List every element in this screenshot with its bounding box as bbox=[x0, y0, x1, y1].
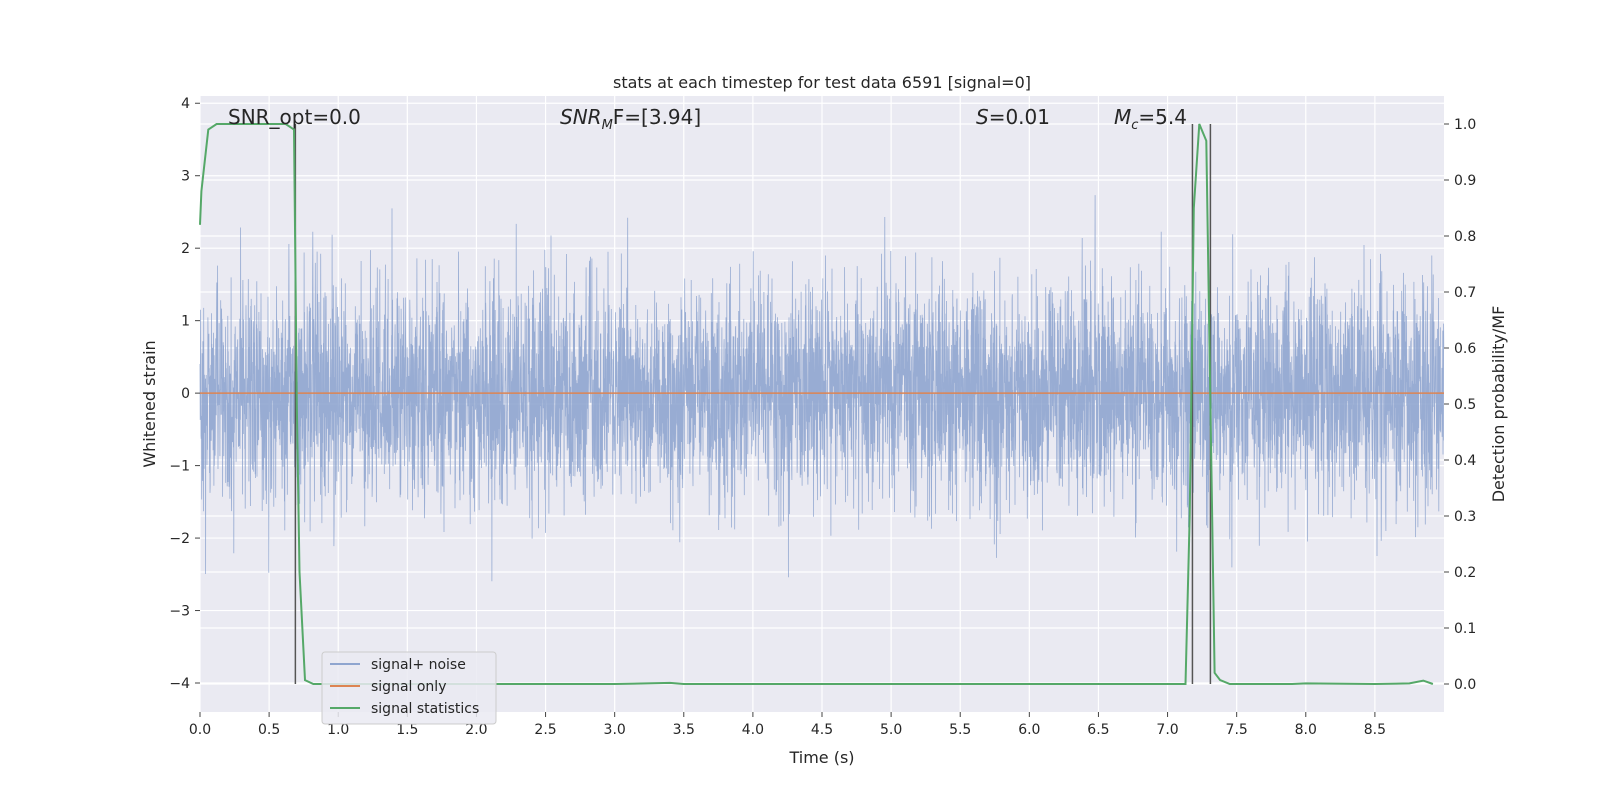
legend: signal+ noise signal only signal statist… bbox=[321, 651, 497, 725]
x-tick-label: 7.5 bbox=[1226, 722, 1248, 738]
x-tick-label: 1.5 bbox=[396, 722, 418, 738]
y-tick-label: −2 bbox=[169, 531, 190, 547]
annotation-mc: Mc=5.4 bbox=[1114, 105, 1187, 133]
annotation-s: S=0.01 bbox=[976, 105, 1050, 129]
x-tick-label: 1.0 bbox=[327, 722, 349, 738]
y-tick-label: 0 bbox=[181, 386, 190, 402]
noise-line bbox=[199, 195, 1445, 582]
annotation-snr-mf: SNRMF=[3.94] bbox=[560, 105, 701, 133]
x-tick-label: 4.0 bbox=[742, 722, 764, 738]
y-tick-label: −3 bbox=[169, 604, 190, 620]
annotation-s-value: =0.01 bbox=[989, 105, 1050, 129]
x-tick-label: 6.5 bbox=[1087, 722, 1109, 738]
annotation-snr-mf-subscript: M bbox=[602, 118, 613, 133]
stat-series bbox=[199, 123, 1434, 686]
y-right-tick-label: 0.8 bbox=[1454, 229, 1476, 245]
y-right-tick-label: 1.0 bbox=[1454, 117, 1476, 133]
annotation-snr-mf-symbol: SNR bbox=[560, 105, 602, 129]
y-right-tick-label: 0.3 bbox=[1454, 509, 1476, 525]
y-right-tick-label: 0.6 bbox=[1454, 341, 1476, 357]
y-axis-label: Whitened strain bbox=[140, 340, 159, 467]
annotation-mc-symbol: M bbox=[1114, 105, 1131, 129]
y-right-tick-label: 0.0 bbox=[1454, 677, 1476, 693]
y-right-tick-labels: 0.0 0.1 0.2 0.3 0.4 0.5 0.6 0.7 0.8 0.9 1.0 bbox=[1444, 117, 1476, 693]
x-tick-label: 3.0 bbox=[604, 722, 626, 738]
x-axis-label: Time (s) bbox=[788, 748, 854, 767]
legend-box bbox=[321, 651, 497, 725]
legend-label-signal: signal only bbox=[371, 679, 446, 695]
y-tick-labels: −4 −3 −2 −1 0 1 2 3 4 bbox=[169, 96, 200, 692]
noise-series bbox=[199, 195, 1445, 582]
y-tick-label: 1 bbox=[181, 314, 190, 330]
x-tick-label: 3.5 bbox=[673, 722, 695, 738]
x-tick-label: 2.0 bbox=[465, 722, 487, 738]
x-tick-label: 8.0 bbox=[1295, 722, 1317, 738]
legend-label-stat: signal statistics bbox=[371, 701, 479, 717]
annotation-s-symbol: S bbox=[976, 105, 989, 129]
legend-label-noise: signal+ noise bbox=[371, 657, 466, 673]
y-right-axis-label: Detection probability/MF bbox=[1489, 306, 1508, 503]
y-tick-label: −4 bbox=[169, 676, 190, 692]
x-tick-label: 2.5 bbox=[534, 722, 556, 738]
x-tick-labels: 0.0 0.5 1.0 1.5 2.0 2.5 3.0 3.5 4.0 4.5 5.0 5.5 6.0 6… bbox=[189, 712, 1386, 738]
y-right-tick-label: 0.7 bbox=[1454, 285, 1476, 301]
x-tick-label: 0.0 bbox=[189, 722, 211, 738]
annotation-snr-opt: SNR_opt=0.0 bbox=[228, 105, 361, 129]
y-right-tick-label: 0.9 bbox=[1454, 173, 1476, 189]
chart-title: stats at each timestep for test data 659… bbox=[613, 73, 1031, 92]
annotation-mc-value: =5.4 bbox=[1138, 105, 1187, 129]
y-right-tick-label: 0.2 bbox=[1454, 565, 1476, 581]
x-tick-label: 6.0 bbox=[1018, 722, 1040, 738]
y-right-tick-label: 0.1 bbox=[1454, 621, 1476, 637]
x-tick-label: 4.5 bbox=[811, 722, 833, 738]
x-tick-label: 8.5 bbox=[1364, 722, 1386, 738]
y-right-tick-label: 0.5 bbox=[1454, 397, 1476, 413]
x-tick-label: 5.5 bbox=[949, 722, 971, 738]
y-tick-label: 3 bbox=[181, 169, 190, 185]
annotation-mc-subscript: c bbox=[1131, 118, 1138, 133]
x-tick-label: 0.5 bbox=[258, 722, 280, 738]
x-tick-label: 5.0 bbox=[880, 722, 902, 738]
y-tick-label: −1 bbox=[169, 459, 190, 475]
y-tick-label: 2 bbox=[181, 241, 190, 257]
stat-line bbox=[199, 123, 1434, 686]
annotation-snr-mf-value: F=[3.94] bbox=[613, 105, 701, 129]
x-tick-label: 7.0 bbox=[1156, 722, 1178, 738]
y-tick-label: 4 bbox=[181, 96, 190, 112]
y-right-tick-label: 0.4 bbox=[1454, 453, 1476, 469]
